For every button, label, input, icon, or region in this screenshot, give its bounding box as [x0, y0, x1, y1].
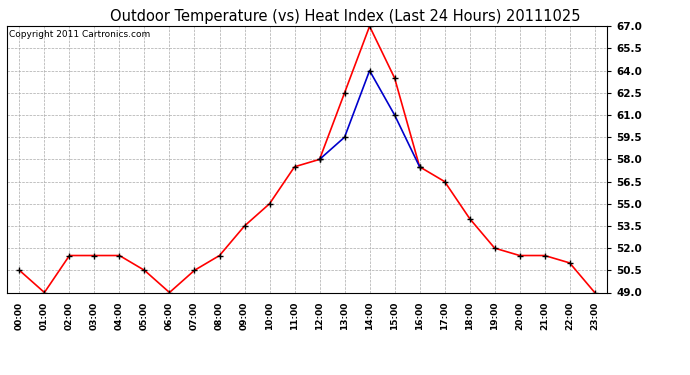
Text: Copyright 2011 Cartronics.com: Copyright 2011 Cartronics.com [9, 30, 150, 39]
Text: Outdoor Temperature (vs) Heat Index (Last 24 Hours) 20111025: Outdoor Temperature (vs) Heat Index (Las… [110, 9, 580, 24]
